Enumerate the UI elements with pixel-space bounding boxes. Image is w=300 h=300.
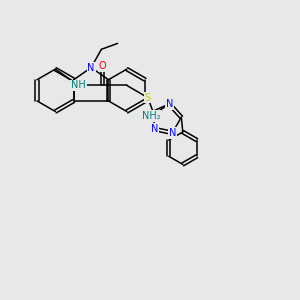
Text: NH: NH xyxy=(71,80,86,90)
Text: O: O xyxy=(99,61,106,71)
Text: N: N xyxy=(166,99,173,109)
Text: N: N xyxy=(151,124,158,134)
Text: N: N xyxy=(87,63,95,73)
Text: NH₂: NH₂ xyxy=(142,111,160,121)
Text: S: S xyxy=(145,93,151,103)
Text: N: N xyxy=(169,128,176,138)
